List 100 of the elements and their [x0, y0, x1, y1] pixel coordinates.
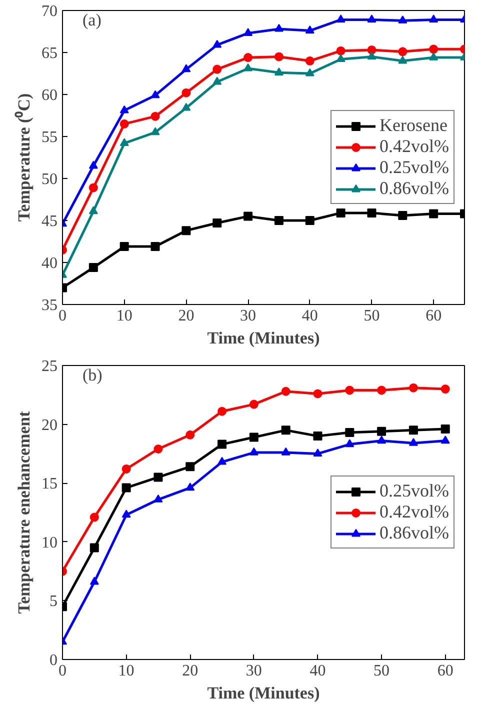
point [154, 494, 163, 502]
point [88, 263, 98, 272]
point [182, 102, 191, 111]
point [249, 400, 258, 409]
y-tick-label: 50 [42, 171, 58, 188]
point [154, 444, 163, 454]
y-tick-label: 10 [42, 534, 58, 552]
point [150, 90, 160, 98]
point [244, 28, 253, 36]
point [249, 447, 258, 456]
point [429, 14, 438, 23]
point [398, 15, 408, 24]
point [398, 47, 408, 56]
y-tick-label: 0 [50, 652, 58, 669]
point [150, 127, 160, 136]
point [212, 40, 222, 48]
point [408, 383, 418, 392]
point [281, 426, 290, 435]
point [313, 389, 322, 398]
point [120, 119, 129, 128]
x-tick-label: 30 [246, 662, 262, 680]
point [212, 64, 222, 74]
point [345, 428, 354, 438]
y-tick-label: 25 [42, 358, 58, 375]
point [88, 183, 98, 192]
x-tick-label: 10 [118, 662, 134, 680]
point [336, 14, 346, 23]
point [122, 464, 131, 474]
legend-label: 0.25vol% [380, 480, 449, 502]
legend-label: 0.25vol% [380, 157, 449, 178]
point [90, 576, 99, 585]
point [154, 472, 163, 482]
point [398, 210, 408, 220]
point [367, 208, 376, 218]
point [244, 53, 253, 62]
point [218, 440, 227, 449]
annotation: (b) [82, 366, 102, 384]
y-tick-label: 40 [42, 255, 58, 272]
point [120, 105, 129, 114]
point [313, 448, 322, 457]
point [88, 206, 98, 214]
x-tick-label: 60 [437, 662, 454, 680]
point [281, 386, 290, 396]
x-tick-label: 30 [240, 308, 256, 324]
point [186, 430, 195, 440]
point [182, 64, 191, 72]
point [274, 216, 284, 225]
point [90, 543, 99, 552]
point [336, 54, 346, 62]
point [429, 44, 438, 54]
point [212, 218, 222, 228]
x-tick-label: 40 [310, 662, 326, 680]
point [150, 112, 160, 121]
point [244, 63, 253, 72]
x-tick-label: 20 [182, 662, 198, 680]
y-tick-label: 70 [42, 3, 58, 20]
legend-label: 0.86vol% [380, 178, 449, 199]
point [336, 46, 346, 56]
point [336, 208, 346, 218]
x-tick-label: 50 [364, 308, 380, 324]
point [429, 209, 438, 218]
y-tick-label: 45 [42, 213, 58, 230]
annotation: (a) [82, 10, 102, 30]
x-tick-label: 40 [302, 308, 318, 324]
point [345, 386, 354, 395]
point [408, 438, 418, 446]
point [122, 483, 131, 492]
legend-label: 0.42vol% [380, 502, 449, 522]
x-axis-title: Time (Minutes) [207, 684, 320, 702]
y-tick-label: 15 [42, 476, 58, 493]
x-tick-label: 20 [178, 308, 194, 324]
point [150, 242, 160, 252]
point [122, 510, 131, 518]
x-tick-label: 50 [374, 662, 390, 680]
point [313, 432, 322, 441]
point [274, 52, 284, 62]
point [218, 456, 227, 465]
point [274, 68, 284, 76]
y-tick-label: 35 [42, 297, 58, 314]
y-tick-label: 20 [42, 416, 58, 434]
point [274, 24, 284, 32]
legend-label: 0.42vol% [380, 136, 449, 157]
point [186, 462, 195, 472]
point [305, 68, 314, 76]
point [367, 14, 376, 23]
point [377, 426, 386, 436]
point [377, 386, 386, 395]
y-tick-label: 55 [42, 129, 58, 146]
point [218, 406, 227, 416]
point [212, 76, 222, 85]
point [120, 138, 129, 146]
x-tick-label: 60 [426, 308, 442, 324]
point [182, 88, 191, 98]
y-axis-title: Temperature (⁰C) [14, 93, 34, 222]
point [377, 436, 386, 444]
point [90, 512, 99, 522]
point [440, 424, 450, 434]
point [367, 52, 376, 60]
point [120, 242, 129, 252]
point [398, 56, 408, 64]
